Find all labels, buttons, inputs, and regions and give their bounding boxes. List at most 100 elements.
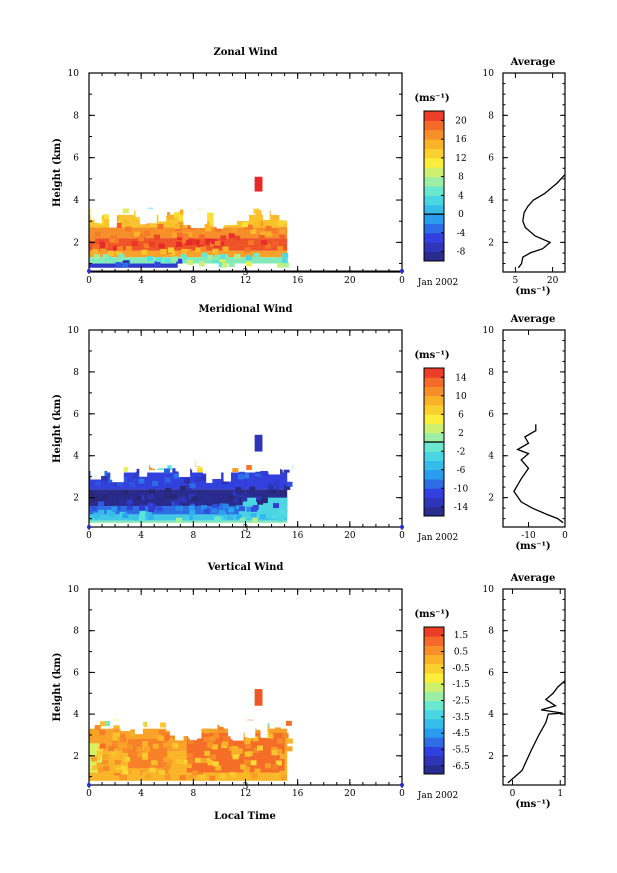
heatmap-cell: [126, 744, 133, 750]
x-tick-label: 20: [344, 789, 356, 799]
average-title: Average: [510, 57, 556, 68]
heatmap-cell: [129, 731, 136, 737]
heatmap-cell: [231, 751, 238, 757]
heatmap-cell: [91, 496, 98, 502]
bottom-axis-label: Local Time: [214, 811, 276, 822]
heatmap-cell: [154, 261, 161, 267]
heatmap-cell: [126, 499, 133, 505]
heatmap-cell: [213, 733, 220, 739]
heatmap-cell: [250, 228, 257, 234]
x-tick-label: 20: [344, 276, 356, 286]
average-y-tick-label: 4: [488, 452, 494, 462]
heatmap-cell: [246, 506, 253, 512]
gap-cell: [129, 720, 138, 730]
heatmap-cell: [163, 468, 170, 474]
heatmap-cell: [116, 246, 123, 252]
colorbar-swatch: [424, 728, 444, 738]
heatmap-cell: [207, 480, 214, 486]
heatmap-cell: [198, 234, 205, 240]
heatmap-cell: [203, 495, 210, 501]
heatmap-cell: [152, 743, 159, 749]
heatmap-cell: [89, 250, 288, 258]
heatmap-cell: [185, 240, 192, 246]
average-y-tick-label: 6: [488, 668, 494, 678]
heatmap-cell: [165, 465, 172, 471]
heatmap-cell: [182, 238, 189, 244]
heatmap-cell: [96, 496, 103, 502]
x-tick-label: 12: [240, 789, 251, 799]
heatmap-cell: [194, 757, 201, 763]
heatmap-cell: [122, 769, 129, 775]
heatmap-cell: [169, 250, 176, 256]
x-tick-label: 8: [190, 789, 196, 799]
x-tick-label: 0: [399, 789, 405, 799]
heatmap-cell: [120, 737, 127, 743]
gap-cell: [256, 720, 268, 730]
colorbar-tick-label: 1.5: [454, 631, 469, 641]
heatmap-cell: [103, 765, 110, 771]
heatmap-cell: [285, 720, 292, 726]
heatmap-cell: [109, 511, 116, 517]
heatmap-cell: [102, 753, 109, 759]
heatmap-cell: [128, 233, 135, 239]
heatmap-cell: [96, 750, 103, 756]
heatmap-cell: [160, 722, 167, 728]
colorbar-swatch: [424, 460, 444, 471]
gap-cell: [231, 462, 244, 469]
heatmap-cell: [221, 262, 228, 268]
heatmap-cell: [199, 774, 206, 780]
heatmap-cell: [181, 248, 188, 254]
gap-cell: [112, 462, 124, 483]
colorbar-swatch: [424, 232, 444, 243]
colorbar-swatch: [424, 479, 444, 489]
heatmap-cell: [89, 506, 288, 515]
heatmap-cell: [167, 214, 174, 220]
heatmap-cell: [164, 477, 171, 483]
gap-cell: [284, 208, 299, 221]
heatmap-cell: [241, 496, 248, 502]
heatmap-cell: [111, 743, 118, 749]
heatmap-cell: [211, 257, 218, 263]
heatmap-cell: [237, 497, 244, 503]
heatmap-cell: [207, 760, 214, 766]
heatmap-cell: [248, 240, 255, 246]
heatmap-cell: [254, 176, 263, 192]
date-axis-marker: [87, 269, 91, 273]
heatmap-cell: [141, 741, 148, 747]
heatmap-cell: [113, 770, 120, 776]
colorbar-swatch: [424, 700, 444, 711]
heatmap-cell: [180, 497, 187, 503]
heatmap-cell: [132, 515, 139, 521]
colorbar-swatch: [424, 451, 444, 461]
heatmap-cell: [245, 261, 252, 267]
average-unit: (ms⁻¹): [515, 799, 550, 810]
heatmap-cell: [162, 768, 169, 774]
date-marker-label: 3: [243, 268, 249, 278]
heatmap-cell: [179, 485, 186, 491]
colorbar-swatch: [424, 718, 444, 729]
heatmap-cell: [240, 764, 247, 770]
heatmap-cell: [156, 506, 163, 512]
x-tick-label: 16: [292, 789, 304, 799]
gap-cell: [134, 720, 143, 735]
heatmap-cell: [244, 738, 251, 744]
heatmap-cell: [187, 739, 194, 745]
heatmap-cell: [91, 756, 98, 762]
heatmap-cell: [97, 501, 104, 507]
colorbar-tick-label: -8: [457, 248, 466, 258]
heatmap-cell: [112, 735, 119, 741]
heatmap-cell: [189, 774, 196, 780]
gap-cell: [263, 208, 270, 221]
heatmap-cell: [139, 504, 146, 510]
heatmap-cell: [206, 757, 213, 763]
gap-cell: [181, 720, 189, 737]
heatmap-cell: [209, 754, 216, 760]
heatmap-cell: [279, 229, 286, 235]
heatmap-cell: [250, 760, 257, 766]
heatmap-cell: [186, 231, 193, 237]
heatmap-cell: [156, 256, 163, 262]
gap-cell: [279, 208, 287, 221]
heatmap-cell: [113, 723, 120, 729]
heatmap-cell: [101, 476, 108, 482]
